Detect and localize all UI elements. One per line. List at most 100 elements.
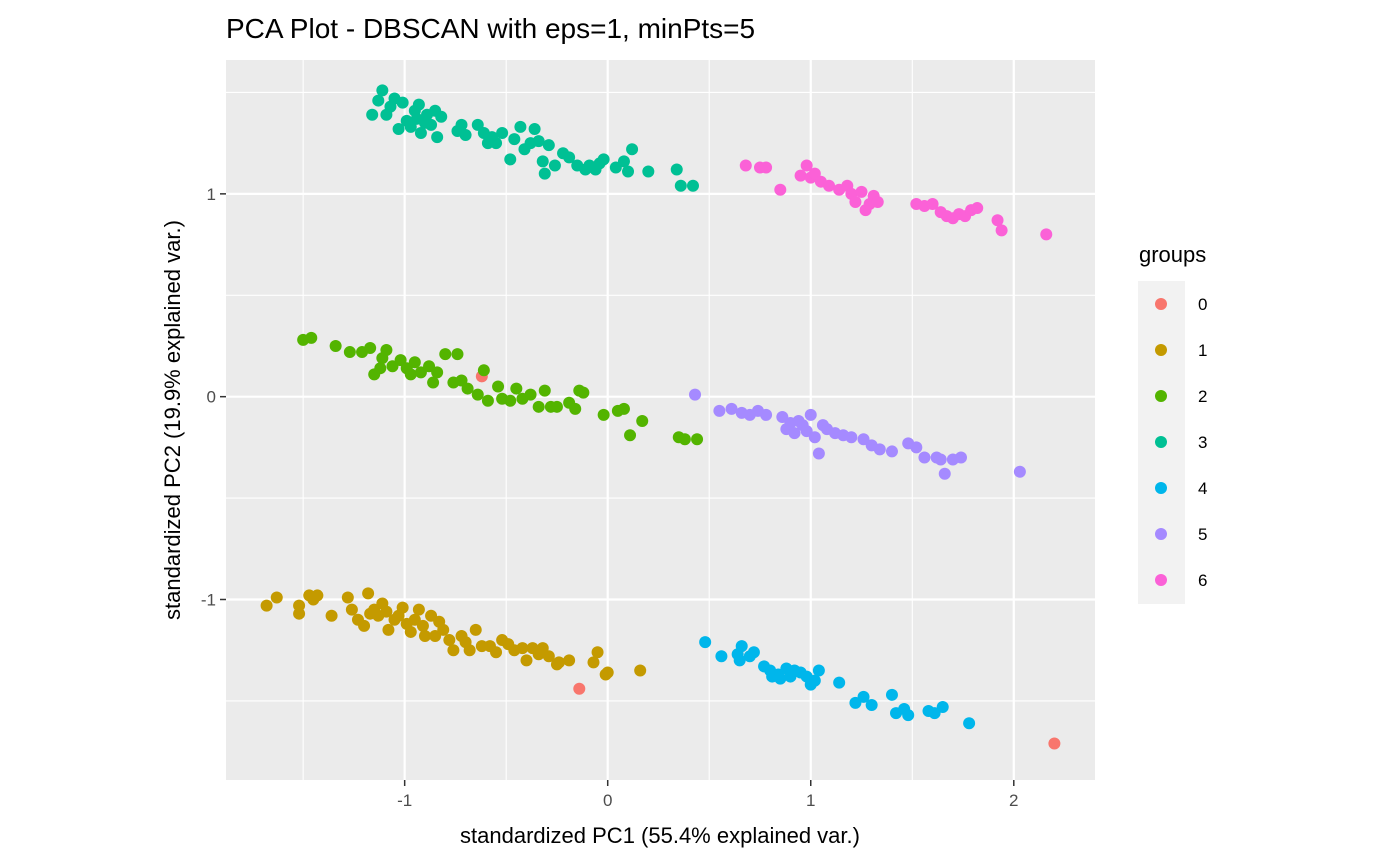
data-point-group-2: [550, 400, 563, 413]
data-point-group-3: [508, 133, 521, 146]
y-tick-label: 1: [207, 185, 216, 204]
data-point-group-1: [443, 634, 456, 647]
data-point-group-1: [634, 664, 647, 677]
data-point-group-5: [934, 453, 947, 466]
data-point-group-1: [520, 654, 533, 667]
data-point-group-4: [902, 709, 915, 722]
data-point-group-1: [358, 619, 371, 632]
data-point-group-4: [733, 654, 746, 667]
data-point-group-3: [496, 127, 509, 140]
data-point-group-1: [341, 591, 354, 604]
data-point-group-2: [380, 344, 393, 357]
data-point-group-2: [329, 339, 342, 352]
data-point-group-1: [418, 630, 431, 642]
data-point-group-1: [412, 603, 425, 616]
data-point-group-5: [689, 388, 702, 401]
data-point-group-3: [392, 122, 405, 135]
x-tick-label: 1: [806, 791, 815, 810]
data-point-group-1: [469, 623, 482, 636]
data-point-group-4: [963, 717, 976, 730]
data-point-group-6: [871, 195, 884, 208]
data-point-group-1: [345, 603, 358, 616]
data-point-group-2: [404, 368, 417, 381]
data-point-group-2: [636, 415, 649, 428]
data-point-group-2: [569, 402, 582, 415]
legend-key-group-2: [1155, 390, 1167, 402]
data-point-group-5: [1013, 465, 1026, 478]
data-point-group-2: [461, 382, 474, 395]
plot-panel: [226, 60, 1095, 780]
data-point-group-1: [380, 605, 393, 618]
data-point-group-2: [678, 433, 691, 446]
data-point-group-4: [936, 700, 949, 713]
data-point-group-1: [325, 609, 338, 622]
legend-key-group-4: [1155, 482, 1167, 494]
data-point-group-4: [885, 688, 898, 701]
data-point-group-2: [538, 384, 551, 397]
data-point-group-6: [800, 159, 813, 172]
data-point-group-2: [343, 346, 356, 359]
data-point-group-6: [774, 183, 787, 196]
data-point-group-3: [435, 110, 448, 123]
data-point-group-5: [804, 408, 817, 421]
data-point-group-3: [617, 155, 630, 168]
data-point-group-2: [364, 342, 377, 354]
legend-key-group-3: [1155, 436, 1167, 448]
data-point-group-2: [624, 429, 637, 442]
data-point-group-1: [447, 644, 460, 657]
x-axis-title: standardized PC1 (55.4% explained var.): [460, 823, 860, 848]
legend-label-group-0: 0: [1198, 295, 1207, 314]
data-point-group-3: [376, 84, 389, 97]
legend-label-group-5: 5: [1198, 525, 1207, 544]
data-point-group-1: [404, 625, 417, 638]
data-point-group-2: [451, 348, 464, 361]
data-point-group-6: [926, 198, 939, 210]
data-point-group-1: [587, 656, 600, 669]
legend-key-group-6: [1155, 574, 1167, 586]
data-point-group-1: [270, 591, 283, 604]
data-point-group-4: [812, 664, 825, 677]
legend-key-group-1: [1155, 344, 1167, 356]
data-point-group-1: [490, 646, 503, 659]
data-point-group-1: [563, 654, 576, 667]
data-point-group-5: [808, 431, 821, 444]
chart-title: PCA Plot - DBSCAN with eps=1, minPts=5: [226, 13, 755, 44]
y-tick-label: -1: [201, 590, 216, 609]
data-point-group-4: [774, 672, 787, 685]
legend-label-group-2: 2: [1198, 387, 1207, 406]
data-point-group-0: [573, 682, 586, 695]
data-point-group-4: [747, 646, 760, 659]
data-point-group-1: [311, 589, 324, 602]
data-point-group-3: [674, 179, 687, 192]
data-point-group-3: [686, 179, 699, 192]
data-point-group-1: [416, 619, 429, 632]
data-point-group-2: [617, 402, 630, 415]
data-point-group-2: [691, 433, 704, 446]
legend-label-group-4: 4: [1198, 479, 1207, 498]
data-point-group-6: [849, 195, 862, 208]
data-point-group-5: [938, 467, 951, 480]
data-point-group-2: [577, 386, 590, 399]
data-point-group-4: [865, 698, 878, 711]
legend-label-group-1: 1: [1198, 341, 1207, 360]
data-point-group-1: [552, 656, 565, 669]
data-point-group-4: [735, 640, 748, 653]
data-point-group-6: [995, 224, 1008, 237]
data-point-group-2: [504, 394, 517, 407]
data-point-group-5: [788, 427, 801, 440]
data-point-group-2: [532, 400, 545, 413]
data-point-group-1: [591, 646, 604, 659]
data-point-group-3: [504, 153, 517, 166]
data-point-group-2: [510, 382, 523, 395]
data-points: [260, 84, 1061, 750]
data-point-group-2: [477, 364, 490, 377]
data-point-group-1: [260, 599, 273, 612]
data-point-group-3: [396, 96, 409, 109]
data-point-group-5: [910, 441, 923, 454]
data-point-group-3: [642, 165, 655, 178]
x-tick-label: 2: [1009, 791, 1018, 810]
legend-label-group-6: 6: [1198, 571, 1207, 590]
y-tick-label: 0: [207, 388, 216, 407]
data-point-group-5: [954, 451, 967, 464]
data-point-group-5: [845, 431, 858, 444]
